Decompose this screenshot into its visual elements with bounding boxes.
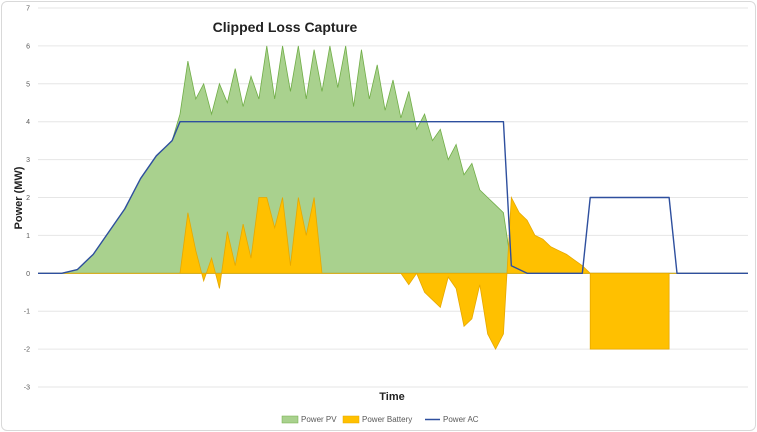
y-tick-label: -1 [24,309,30,316]
y-tick-label: 1 [26,233,30,240]
legend-label-ac: Power AC [443,415,479,424]
legend: Power PV Power Battery Power AC [281,415,479,424]
x-axis-title: Time [379,391,404,403]
y-axis-title: Power (MW) [13,166,25,229]
y-tick-label: 0 [26,271,30,278]
legend-swatch-battery [342,415,360,424]
y-tick-label: -2 [24,347,30,354]
legend-label-pv: Power PV [301,415,337,424]
y-tick-label: 2 [26,195,30,202]
y-tick-label: 6 [26,43,30,50]
y-tick-label: 4 [26,119,30,126]
series-lines [38,121,748,274]
y-tick-label: 7 [26,6,30,13]
battery-discharge-block [589,272,670,350]
y-tick-label: 5 [26,81,30,88]
series-line-power-ac [38,121,748,274]
y-tick-label: 3 [26,157,30,164]
y-tick-label: -3 [24,385,30,392]
legend-label-battery: Power Battery [362,415,412,424]
legend-swatch-pv [281,415,299,424]
chart-title: Clipped Loss Capture [213,19,358,35]
y-tick-labels: 7 6 5 4 3 2 1 0 -1 -2 -3 [24,6,30,392]
